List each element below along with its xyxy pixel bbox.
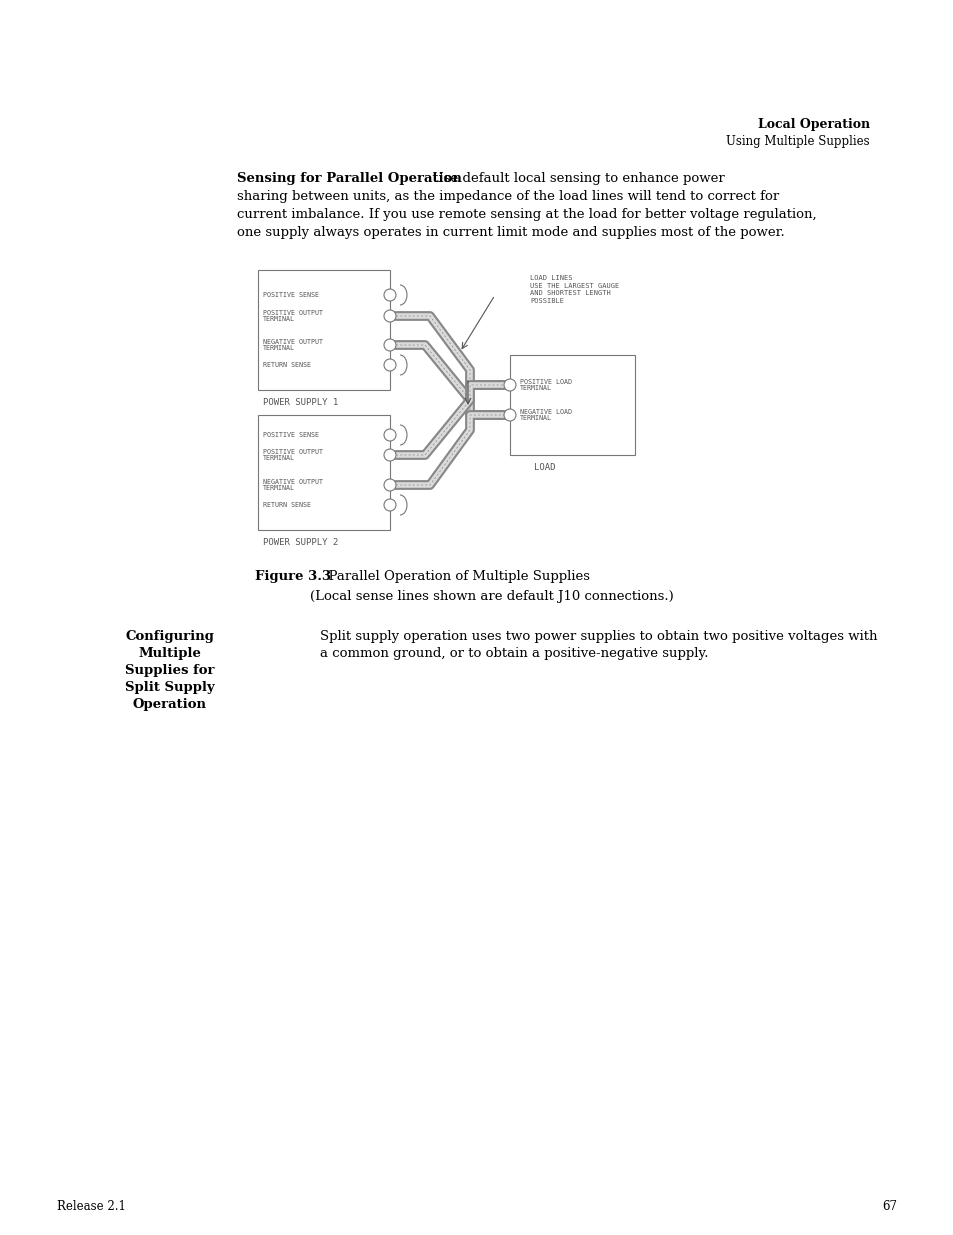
Circle shape (384, 289, 395, 301)
Text: POSITIVE OUTPUT
TERMINAL: POSITIVE OUTPUT TERMINAL (263, 310, 323, 322)
Circle shape (384, 450, 395, 461)
Circle shape (384, 310, 395, 322)
Text: LOAD LINES
USE THE LARGEST GAUGE
AND SHORTEST LENGTH
POSSIBLE: LOAD LINES USE THE LARGEST GAUGE AND SHO… (530, 275, 618, 304)
Text: POSITIVE SENSE: POSITIVE SENSE (263, 432, 318, 438)
Text: one supply always operates in current limit mode and supplies most of the power.: one supply always operates in current li… (236, 226, 784, 240)
Text: NEGATIVE LOAD
TERMINAL: NEGATIVE LOAD TERMINAL (519, 409, 572, 421)
Circle shape (384, 359, 395, 370)
Text: 67: 67 (882, 1200, 896, 1213)
Text: RETURN SENSE: RETURN SENSE (263, 501, 311, 508)
Text: NEGATIVE OUTPUT
TERMINAL: NEGATIVE OUTPUT TERMINAL (263, 338, 323, 351)
Text: LOAD: LOAD (534, 463, 556, 472)
Text: Parallel Operation of Multiple Supplies: Parallel Operation of Multiple Supplies (319, 571, 589, 583)
Text: RETURN SENSE: RETURN SENSE (263, 362, 311, 368)
Text: (Local sense lines shown are default J10 connections.): (Local sense lines shown are default J10… (310, 590, 673, 603)
Text: POWER SUPPLY 2: POWER SUPPLY 2 (263, 538, 338, 547)
Bar (510, 354, 635, 454)
Text: Sensing for Parallel Operation: Sensing for Parallel Operation (236, 172, 461, 185)
Bar (257, 270, 390, 390)
Circle shape (384, 499, 395, 511)
Text: POSITIVE OUTPUT
TERMINAL: POSITIVE OUTPUT TERMINAL (263, 448, 323, 461)
Circle shape (384, 338, 395, 351)
Text: Split supply operation uses two power supplies to obtain two positive voltages w: Split supply operation uses two power su… (319, 630, 877, 659)
Text: Figure 3.3: Figure 3.3 (254, 571, 331, 583)
Text: sharing between units, as the impedance of the load lines will tend to correct f: sharing between units, as the impedance … (236, 190, 779, 203)
Bar (257, 415, 390, 530)
Circle shape (384, 479, 395, 492)
Text: current imbalance. If you use remote sensing at the load for better voltage regu: current imbalance. If you use remote sen… (236, 207, 816, 221)
Text: Use default local sensing to enhance power: Use default local sensing to enhance pow… (236, 172, 724, 185)
Text: Configuring
Multiple
Supplies for
Split Supply
Operation: Configuring Multiple Supplies for Split … (125, 630, 214, 711)
Text: POWER SUPPLY 1: POWER SUPPLY 1 (263, 398, 338, 408)
Text: Release 2.1: Release 2.1 (57, 1200, 126, 1213)
Text: POSITIVE SENSE: POSITIVE SENSE (263, 291, 318, 298)
Text: POSITIVE LOAD
TERMINAL: POSITIVE LOAD TERMINAL (519, 379, 572, 391)
Text: Local Operation: Local Operation (757, 119, 869, 131)
Text: NEGATIVE OUTPUT
TERMINAL: NEGATIVE OUTPUT TERMINAL (263, 479, 323, 492)
Text: Using Multiple Supplies: Using Multiple Supplies (725, 135, 869, 148)
Circle shape (503, 379, 516, 391)
Circle shape (503, 409, 516, 421)
Circle shape (384, 429, 395, 441)
